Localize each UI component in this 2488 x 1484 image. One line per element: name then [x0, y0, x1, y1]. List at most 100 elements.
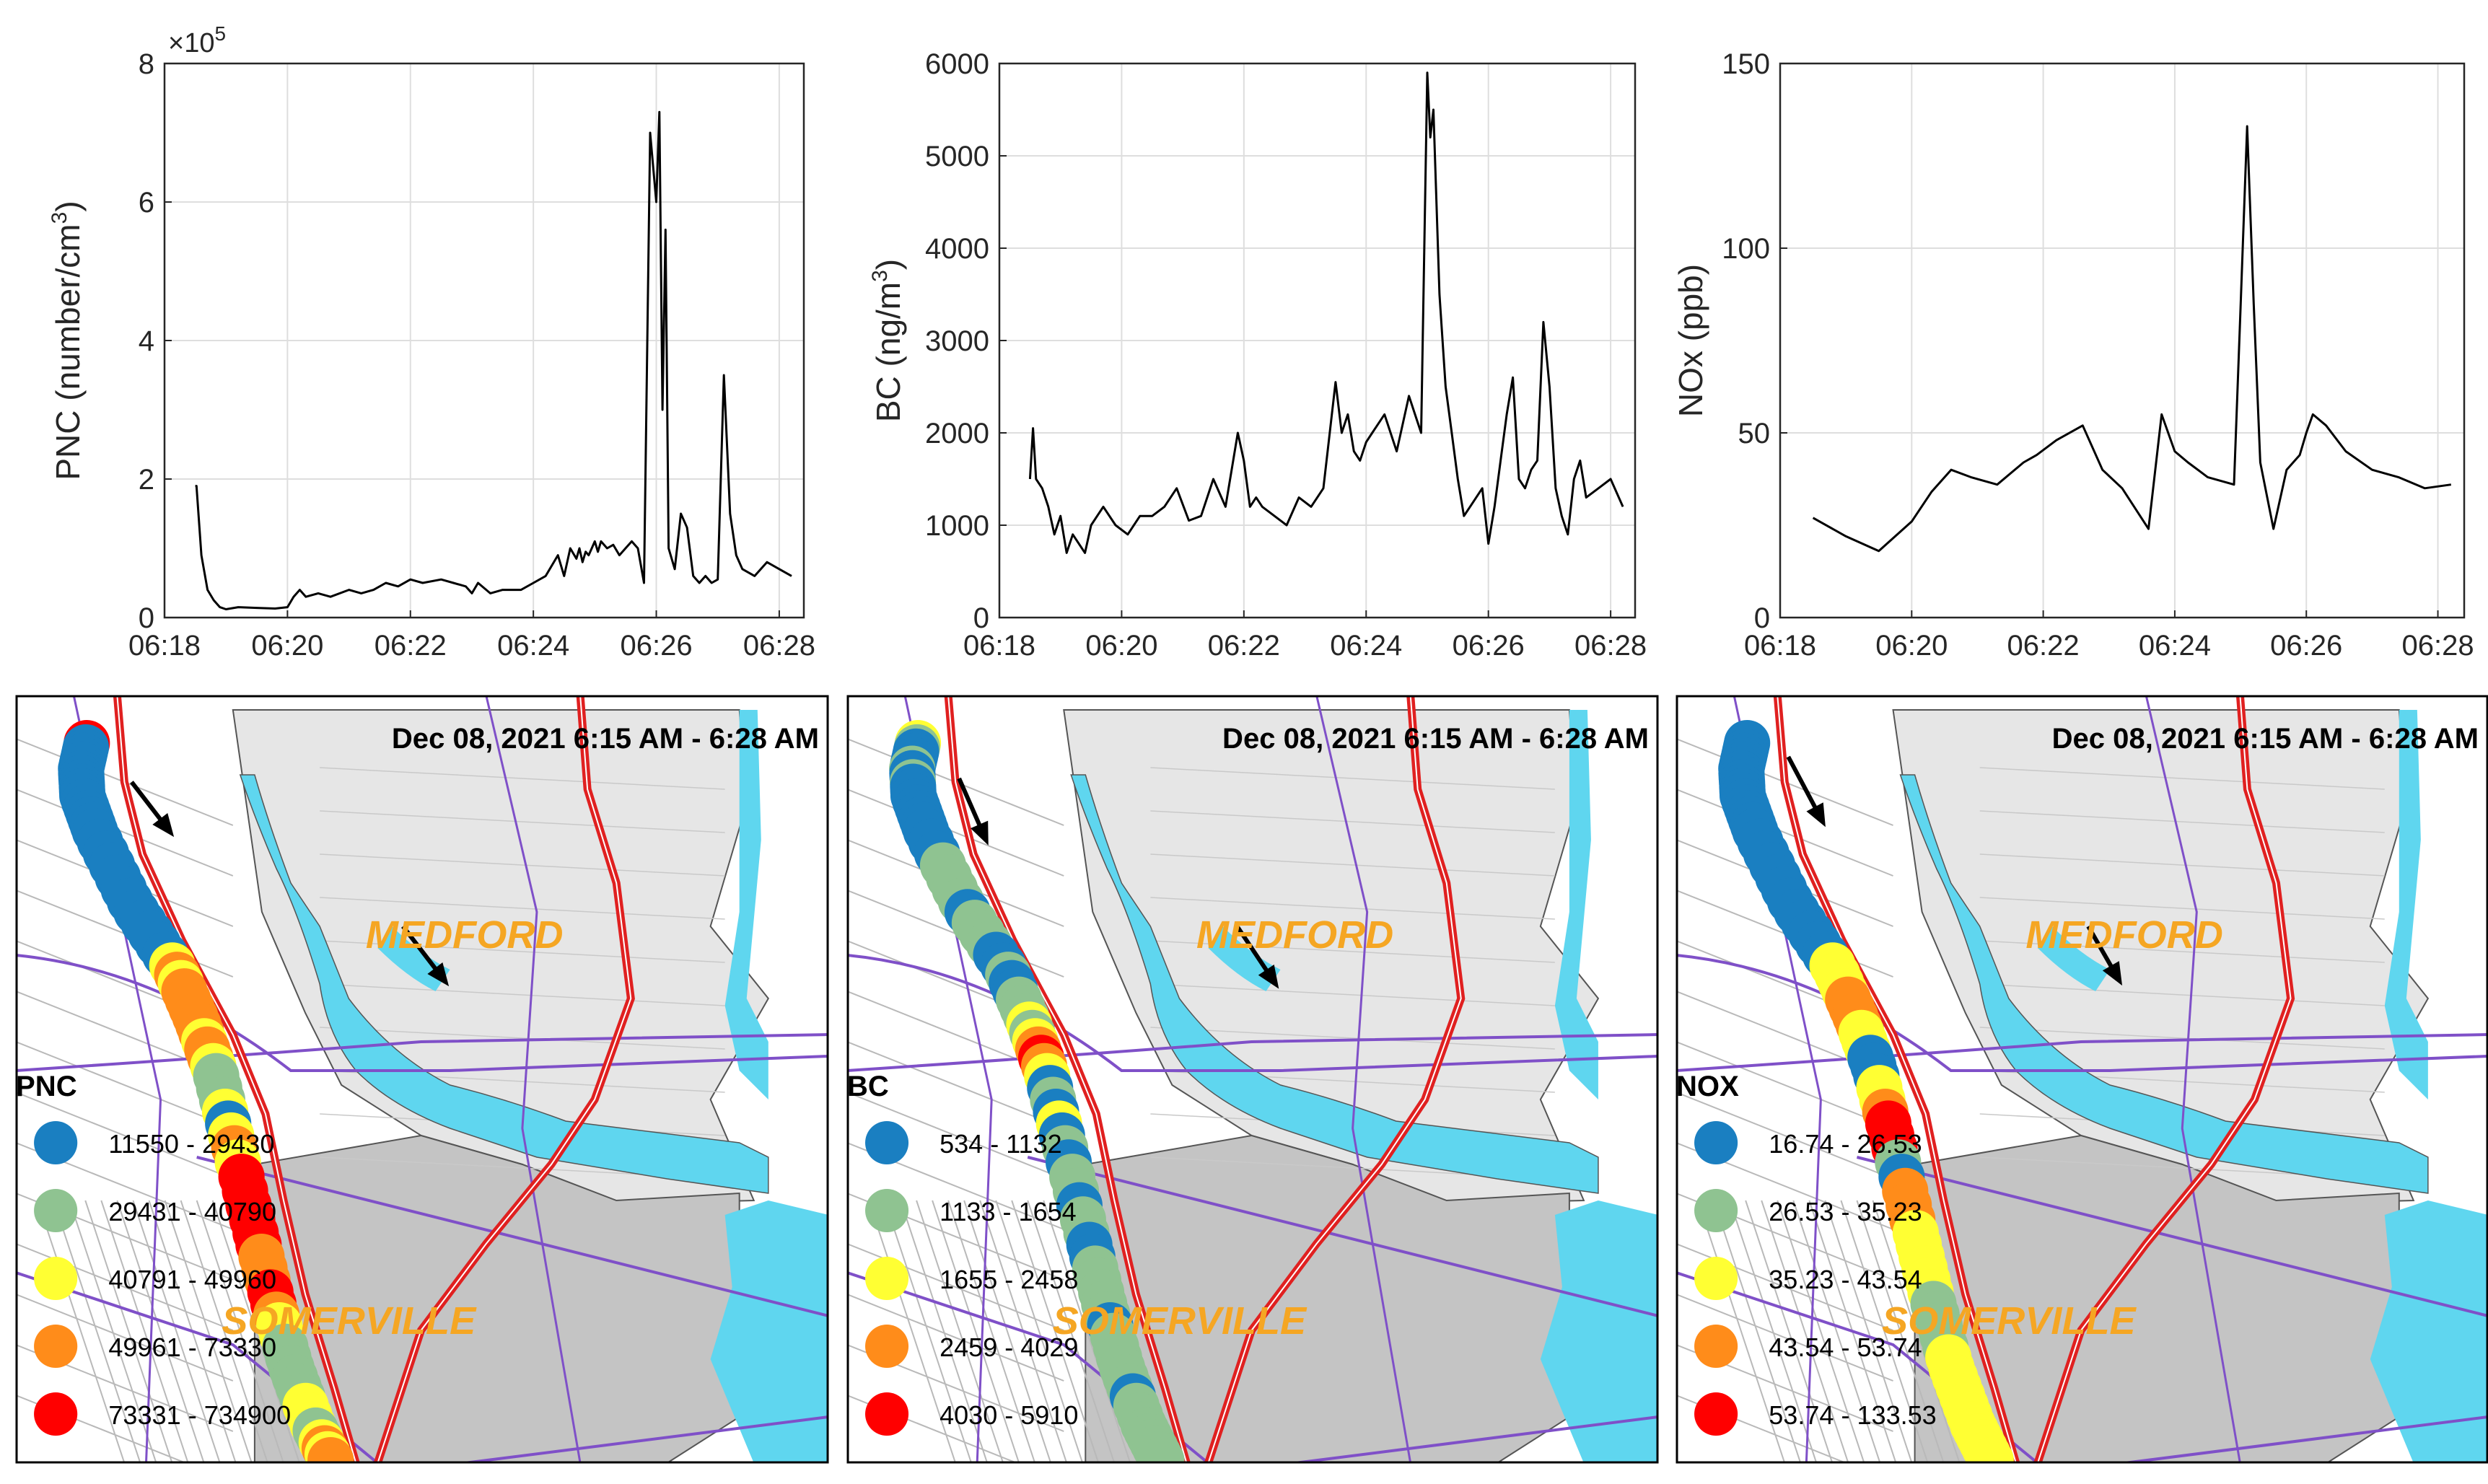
- map-title: Dec 08, 2021 6:15 AM - 6:28 AM: [392, 723, 819, 755]
- map-canvas: MEDFORD SOMERVILLE Dec 08, 2021 6:15 AM - …: [1676, 695, 2488, 1463]
- y-tick-label: 50: [1738, 418, 1771, 449]
- legend-label: 16.74 - 26.53: [1769, 1129, 1922, 1159]
- plot-area: [1780, 63, 2464, 618]
- street: [132, 1200, 221, 1463]
- x-tick-label: 06:26: [1453, 630, 1525, 662]
- axes-box: [998, 62, 1637, 619]
- x-tick-label: 06:28: [2401, 630, 2474, 662]
- water-southeast: [1540, 1200, 1659, 1463]
- x-tick-label: 06:18: [1744, 630, 1816, 662]
- legend-marker: [34, 1121, 78, 1164]
- street: [320, 810, 725, 833]
- street: [1840, 1200, 1929, 1463]
- street: [1043, 1200, 1131, 1463]
- y-tick-label: 3000: [925, 325, 989, 357]
- street: [847, 789, 1064, 877]
- y-tick-label: 2000: [925, 418, 989, 449]
- x-tick-label: 06:26: [620, 630, 692, 662]
- y-tick-label: 4000: [925, 233, 989, 265]
- y-tick-label: 0: [1754, 602, 1770, 634]
- x-tick-label: 06:18: [128, 630, 201, 662]
- street: [1011, 1200, 1100, 1463]
- street: [16, 789, 234, 877]
- highway-centerline: [116, 695, 357, 1463]
- street: [884, 1200, 973, 1463]
- water-east: [1554, 710, 1598, 1099]
- legend-marker: [34, 1392, 78, 1436]
- axes-box: [163, 62, 805, 619]
- street: [16, 1041, 234, 1129]
- x-tick-label: 06:22: [374, 630, 447, 662]
- chart-nox: 06:18 06:20 06:22 06:24 06:26 06:28 0 50 100 150 N…: [1672, 48, 2474, 662]
- legend-label: 2459 - 4029: [939, 1332, 1078, 1362]
- city-label-medford: MEDFORD: [1196, 913, 1393, 957]
- water-southeast: [710, 1200, 829, 1463]
- street: [1676, 1294, 1893, 1382]
- axis-multiplier: ×105: [168, 22, 226, 58]
- street: [1979, 810, 2385, 833]
- street: [1792, 1200, 1881, 1463]
- river: [1070, 774, 1599, 1194]
- street: [116, 1200, 205, 1463]
- x-tick-label: 06:22: [2007, 630, 2080, 662]
- street: [1676, 1092, 1893, 1180]
- y-tick-label: 4: [139, 325, 154, 357]
- legend-marker: [865, 1257, 909, 1300]
- somerville-area: [253, 1134, 740, 1463]
- street: [847, 1294, 1064, 1382]
- street: [1777, 1200, 1865, 1463]
- x-tick-label: 06:26: [2270, 630, 2342, 662]
- x-tick-label: 06:20: [1875, 630, 1948, 662]
- road: [464, 1415, 829, 1463]
- street: [37, 1200, 126, 1463]
- legend-marker: [865, 1325, 909, 1368]
- street: [995, 1200, 1084, 1463]
- street: [1824, 1200, 1913, 1463]
- street: [1150, 853, 1555, 877]
- legend-marker: [1694, 1392, 1738, 1436]
- y-tick-label: 6000: [925, 48, 989, 80]
- river: [239, 774, 769, 1194]
- street: [211, 1200, 301, 1463]
- street: [84, 1200, 173, 1463]
- street: [947, 1200, 1036, 1463]
- street: [900, 1200, 989, 1463]
- street: [53, 1200, 141, 1463]
- highway-centerline: [947, 695, 1188, 1463]
- map-frame: [846, 695, 1659, 1464]
- arrow-head: [2102, 961, 2123, 986]
- street: [1761, 1200, 1849, 1463]
- route-point: [1138, 1437, 1185, 1463]
- somerville-area: [1085, 1134, 1570, 1463]
- river: [1899, 774, 2429, 1194]
- street: [196, 1200, 284, 1463]
- map-frame: [1676, 695, 2488, 1464]
- legend-label: 1133 - 1654: [939, 1197, 1077, 1226]
- street: [320, 853, 725, 877]
- road: [1295, 1415, 1659, 1463]
- x-tick-label: 06:28: [743, 630, 815, 662]
- street: [1979, 1027, 2385, 1050]
- y-tick-label: 150: [1722, 48, 1770, 80]
- street: [1979, 853, 2385, 877]
- legend-marker: [1694, 1189, 1738, 1232]
- legend-label: 11550 - 29430: [108, 1129, 274, 1159]
- street: [320, 1027, 725, 1050]
- street: [164, 1200, 253, 1463]
- x-tick-label: 06:24: [497, 630, 569, 662]
- chart-bc: 06:18 06:20 06:22 06:24 06:26 06:28 0 1000 2000 3…: [868, 48, 1647, 662]
- street: [932, 1200, 1020, 1463]
- map-panel-nox: MEDFORD SOMERVILLE Dec 08, 2021 6:15 AM - …: [1676, 695, 2488, 1464]
- series-line-nox: [1812, 125, 2452, 553]
- street: [1150, 767, 1555, 790]
- x-tick-label: 06:28: [1574, 630, 1647, 662]
- legend-marker: [34, 1325, 78, 1368]
- y-tick-label: 8: [139, 48, 154, 80]
- y-tick-label: 0: [973, 602, 989, 634]
- y-tick-label: 2: [139, 464, 154, 496]
- y-axis-label: NOx (ppb): [1672, 264, 1709, 417]
- street: [1979, 767, 2385, 790]
- street: [320, 983, 725, 1006]
- water-southeast: [2370, 1200, 2488, 1463]
- map-canvas: MEDFORD SOMERVILLE Dec 08, 2021 6:15 AM - …: [847, 695, 1659, 1463]
